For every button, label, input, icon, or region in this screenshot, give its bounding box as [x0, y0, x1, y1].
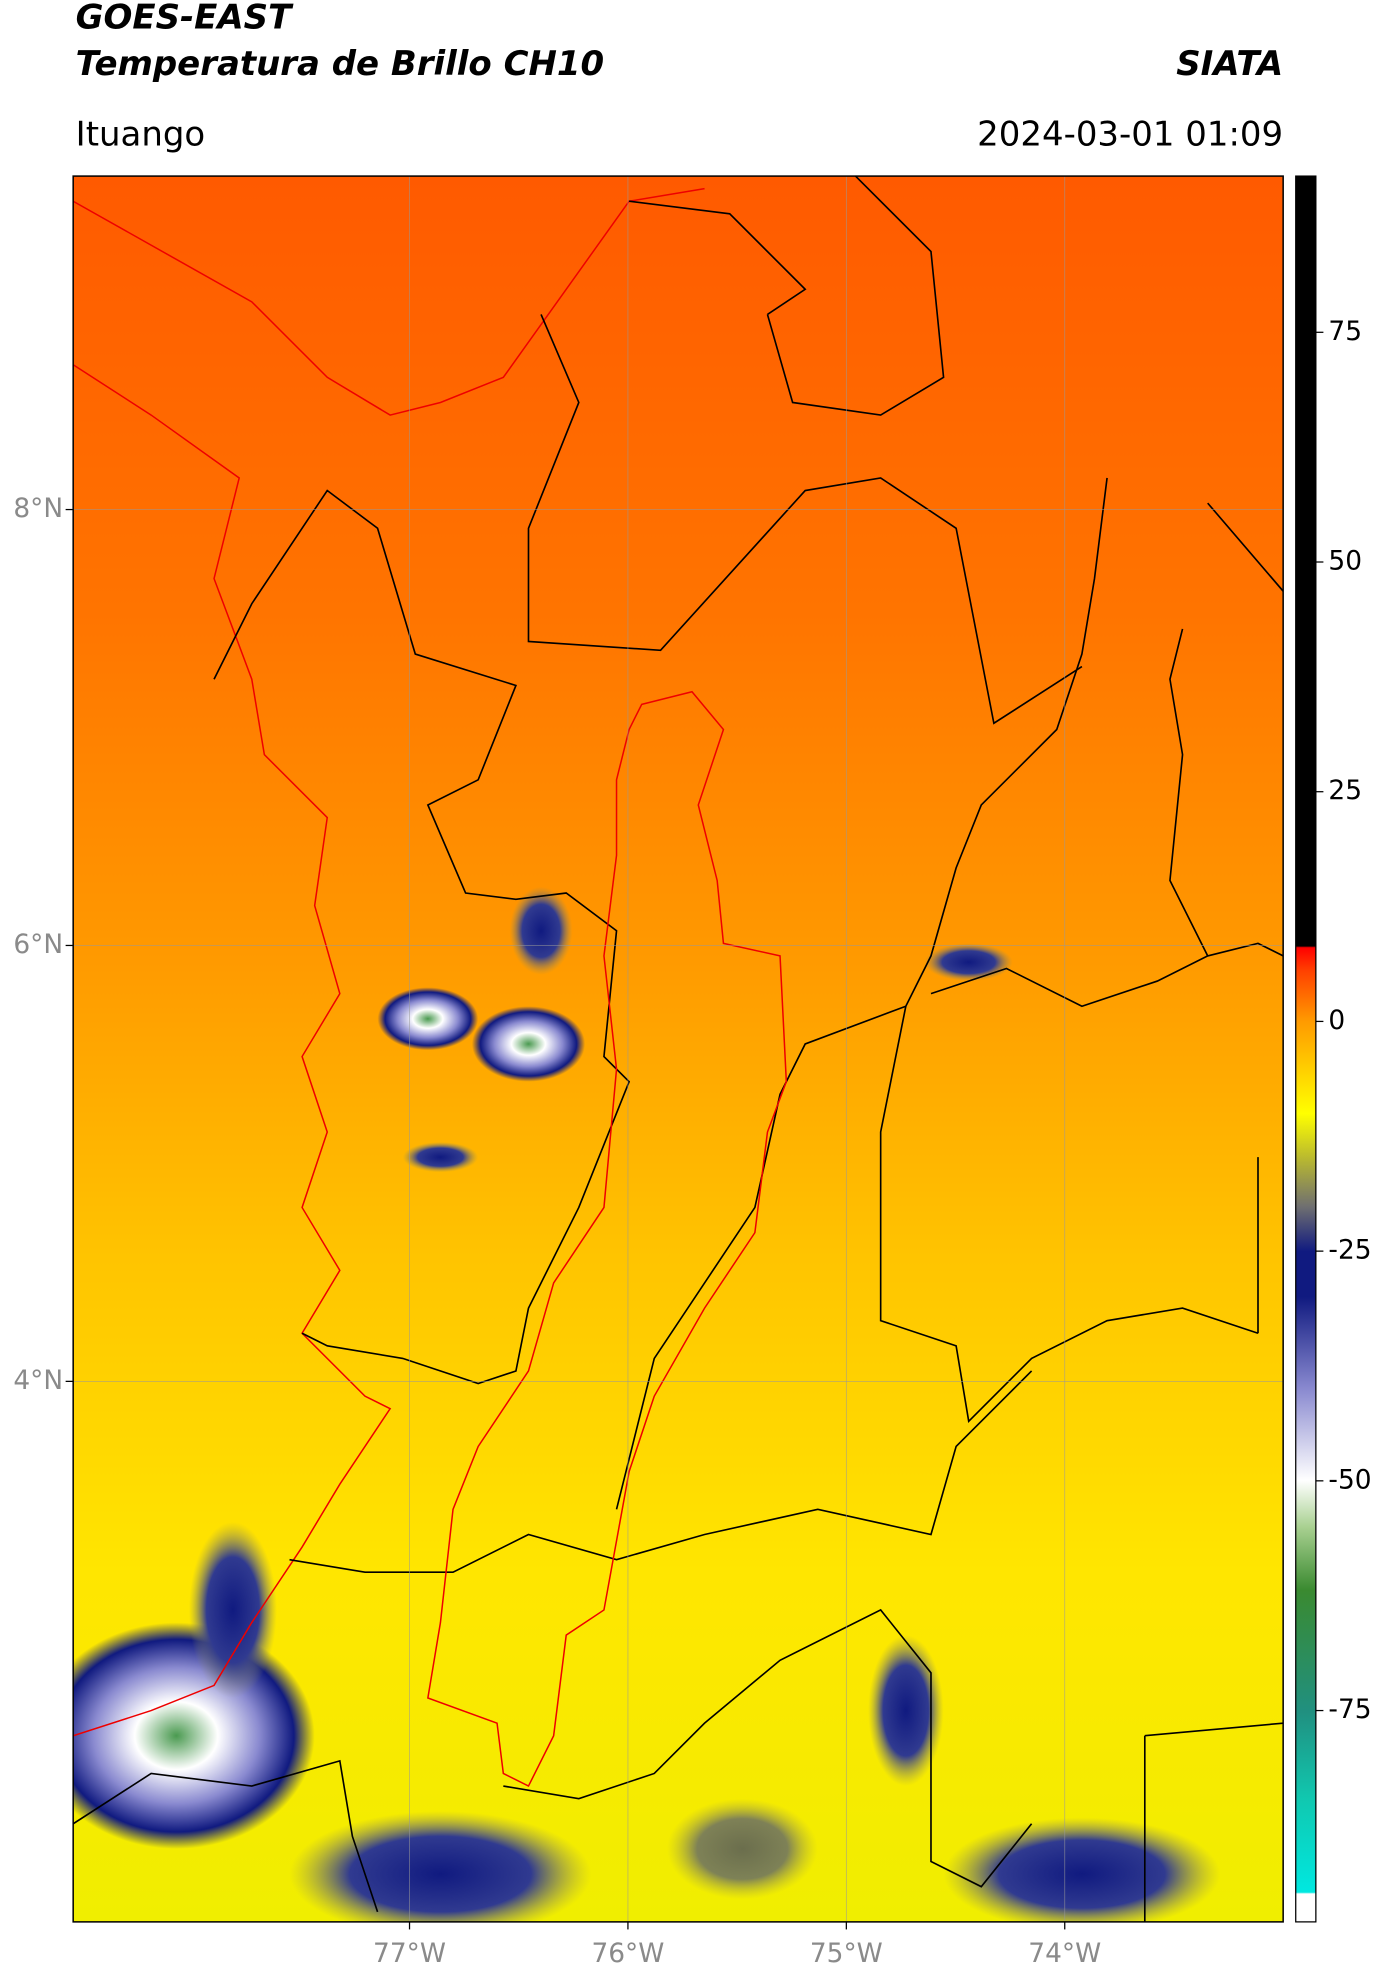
- brand: SIATA: [1176, 44, 1283, 84]
- x-tick-label: 74°W: [1028, 1938, 1101, 1969]
- subtitle: Temperatura de Brillo CH10: [76, 44, 604, 84]
- colorbar-tick-label: 75: [1328, 316, 1362, 347]
- y-tick-label: 8°N: [13, 493, 63, 524]
- map-frame: [72, 175, 1284, 1923]
- x-tick-label: 77°W: [373, 1938, 446, 1969]
- colorbar-tick-label: -75: [1328, 1694, 1371, 1725]
- map-image: [73, 176, 1284, 1922]
- colorbar-tick-label: 25: [1328, 775, 1362, 806]
- colorbar-tick-label: -25: [1328, 1235, 1371, 1266]
- x-tick-label: 75°W: [810, 1938, 883, 1969]
- y-tick-label: 4°N: [13, 1365, 63, 1396]
- grid: [73, 176, 1284, 1922]
- x-tick-label: 76°W: [591, 1938, 664, 1969]
- colorbar-tick-label: 50: [1328, 546, 1362, 577]
- title: GOES-EAST: [76, 0, 294, 37]
- location: Ituango: [76, 114, 206, 154]
- y-tick-label: 6°N: [13, 929, 63, 960]
- colorbar-tick-label: 0: [1328, 1005, 1345, 1036]
- timestamp: 2024-03-01 01:09: [977, 114, 1283, 154]
- colorbar-tick-label: -50: [1328, 1464, 1371, 1495]
- colorbar: [1295, 175, 1317, 1923]
